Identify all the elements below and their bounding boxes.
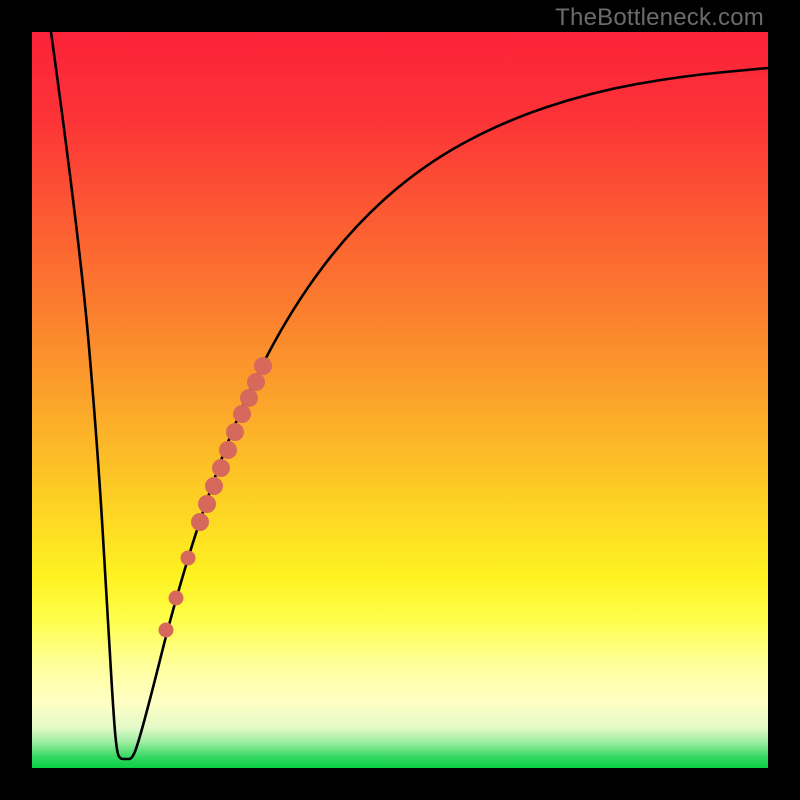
data-marker (233, 405, 251, 423)
data-marker (181, 551, 196, 566)
data-marker (198, 495, 216, 513)
data-marker (205, 477, 223, 495)
plot-area (32, 32, 768, 768)
data-marker (254, 357, 272, 375)
chart-frame: TheBottleneck.com (0, 0, 800, 800)
watermark-text: TheBottleneck.com (555, 4, 764, 32)
data-marker (247, 373, 265, 391)
data-marker (191, 513, 209, 531)
data-marker (226, 423, 244, 441)
bottleneck-curve (51, 32, 768, 759)
data-marker (212, 459, 230, 477)
curve-layer (32, 32, 768, 768)
data-marker (159, 623, 174, 638)
data-marker (169, 591, 184, 606)
data-marker (240, 389, 258, 407)
data-marker (219, 441, 237, 459)
